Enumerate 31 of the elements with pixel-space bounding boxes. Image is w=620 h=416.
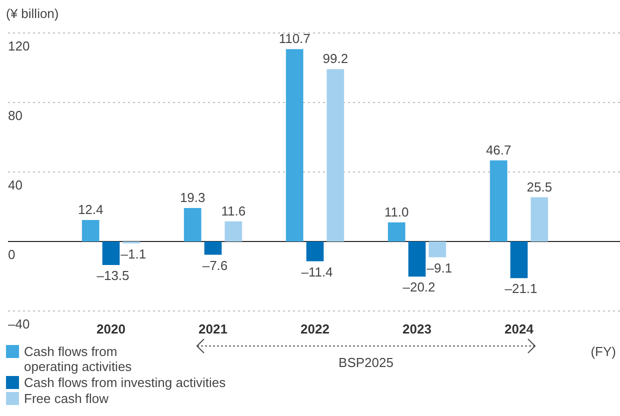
x-tick-label: 2021 [198,321,228,336]
data-label: –11.4 [301,264,333,280]
y-tick-label: 80 [8,108,22,124]
x-tick-label: 2020 [96,321,126,336]
y-tick-label: 0 [8,247,16,262]
legend-label: Free cash flow [24,391,109,406]
data-label: –9.1 [426,260,452,276]
data-label: 11.6 [221,203,246,218]
legend-label: Cash flows from operating activities [24,344,133,374]
y-tick-label: –40 [8,316,30,332]
data-label: 110.7 [278,31,310,46]
y-tick-label: 40 [8,178,22,193]
x-tick-label: 2024 [504,321,534,336]
data-label: 19.3 [180,190,206,206]
x-tick-label: 2023 [402,321,432,336]
data-label: 12.4 [78,202,104,218]
x-tick-label: 2022 [300,321,330,336]
data-label: 11.0 [384,204,409,220]
y-axis-title: (¥ billion) [6,6,59,21]
data-label: 99.2 [322,51,348,66]
legend-label: Cash flows from investing activities [24,375,226,390]
data-label: –20.2 [402,280,436,295]
data-label: –21.1 [504,281,538,296]
data-label: –13.5 [96,268,130,284]
data-label: 25.5 [526,179,552,194]
data-label: –7.6 [202,258,228,273]
x-axis-title: (FY) [590,344,616,359]
text: BSP2025 [338,355,394,370]
y-tick-label: 120 [8,38,30,54]
data-label: 46.7 [486,142,512,158]
data-label: –1.1 [120,246,146,262]
